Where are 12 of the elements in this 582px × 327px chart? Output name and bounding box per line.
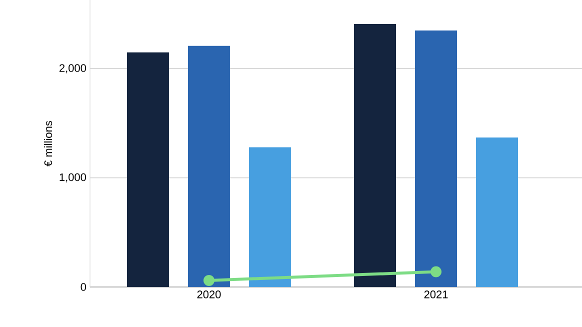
x-tick-label: 2020 [197, 290, 221, 298]
bar [248, 147, 291, 287]
bar [354, 24, 396, 287]
y-axis-title: € millions [44, 120, 52, 166]
bar [415, 30, 458, 287]
bar [188, 46, 230, 287]
y-tick-label: 0 [80, 283, 86, 291]
bar [126, 52, 169, 287]
y-tick-label: 2,000 [60, 64, 86, 74]
y-tick-label: 1,000 [60, 173, 86, 182]
bar [476, 137, 518, 287]
x-tick-label: 2021 [424, 290, 448, 298]
